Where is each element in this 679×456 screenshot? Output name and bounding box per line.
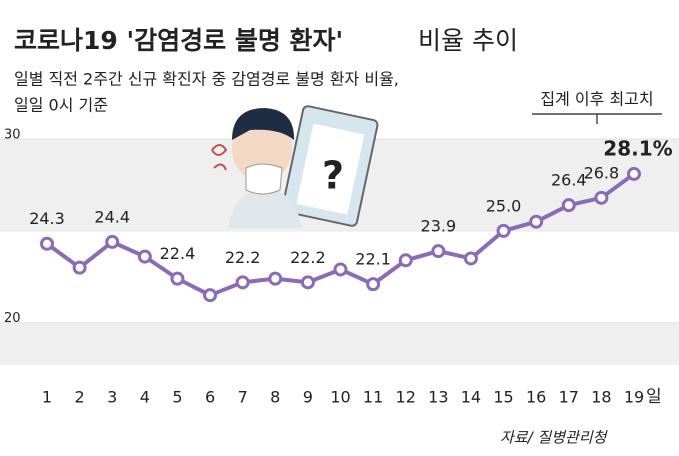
marker	[137, 249, 152, 264]
x-unit: 일	[646, 387, 662, 407]
x-tick-label: 8	[270, 388, 280, 407]
x-tick-label: 7	[238, 388, 248, 407]
marker	[170, 271, 185, 286]
marker	[463, 251, 478, 266]
marker	[333, 262, 348, 277]
x-tick-label: 6	[205, 388, 215, 407]
marker	[40, 236, 54, 251]
grid-band	[0, 322, 679, 365]
value-label: 23.9	[421, 217, 457, 236]
value-label: 28.1%	[603, 136, 672, 160]
value-label: 24.4	[94, 207, 130, 226]
x-tick-label: 16	[526, 388, 546, 407]
x-tick-label: 17	[559, 388, 579, 407]
value-label: 26.4	[551, 171, 587, 190]
icon-question: ?	[322, 154, 344, 198]
marker	[366, 277, 381, 292]
marker	[72, 260, 87, 275]
x-tick-label: 11	[363, 388, 383, 407]
marker	[496, 223, 511, 238]
marker	[398, 253, 413, 268]
x-tick-label: 3	[107, 388, 117, 407]
x-tick-label: 5	[172, 388, 182, 407]
x-tick-label: 13	[428, 388, 448, 407]
value-label: 22.1	[355, 250, 391, 269]
x-tick-label: 12	[396, 388, 416, 407]
y-tick-label: 30	[4, 128, 21, 143]
x-tick-label: 2	[75, 388, 85, 407]
annotation: 집계 이후 최고치	[540, 90, 653, 109]
y-tick-label: 20	[4, 311, 21, 326]
chart-title: 코로나19 '감염경로 불명 환자'	[14, 26, 343, 55]
x-tick-label: 14	[461, 388, 481, 407]
marker	[268, 271, 283, 286]
annotation-bracket	[532, 113, 662, 124]
marker	[235, 275, 250, 290]
marker	[561, 198, 576, 213]
subtitle: 일일 0시 기준	[14, 96, 108, 115]
value-label: 22.2	[290, 248, 326, 267]
chart-title-suffix: 비율 추이	[418, 26, 518, 55]
source: 자료/ 질병관리청	[500, 429, 609, 447]
x-tick-label: 19	[624, 388, 644, 407]
value-label: 22.2	[225, 248, 261, 267]
x-tick-label: 18	[591, 388, 611, 407]
marker	[431, 244, 446, 259]
illustration: ?	[211, 105, 379, 228]
marker	[594, 190, 609, 205]
marker	[105, 234, 120, 249]
value-label: 22.4	[160, 244, 196, 263]
value-label: 25.0	[486, 196, 522, 215]
value-label: 26.8	[584, 163, 620, 182]
x-tick-label: 4	[140, 388, 150, 407]
x-tick-label: 1	[42, 388, 52, 407]
x-tick-label: 10	[330, 388, 350, 407]
marker	[627, 166, 641, 181]
marker	[300, 275, 315, 290]
marker	[529, 214, 544, 229]
x-tick-label: 9	[303, 388, 313, 407]
x-tick-label: 15	[493, 388, 513, 407]
marker	[203, 288, 218, 303]
value-label: 24.3	[29, 209, 65, 228]
subtitle: 일별 직전 2주간 신규 확진자 중 감염경로 불명 환자 비율,	[14, 70, 399, 89]
